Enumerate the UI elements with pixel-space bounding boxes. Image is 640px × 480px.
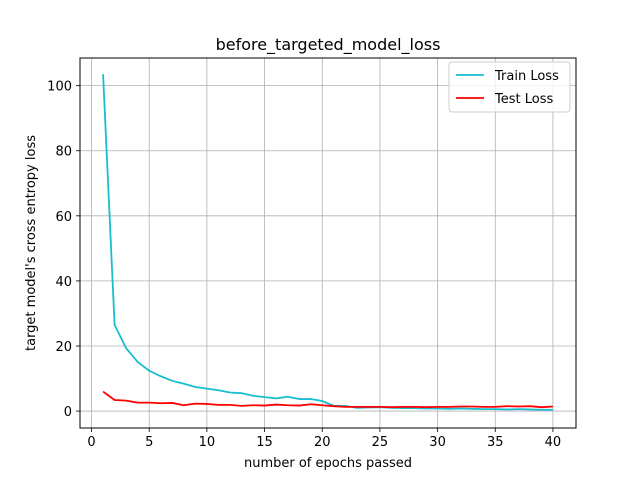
x-tick-label: 10 (199, 435, 216, 450)
y-tick-label: 60 (55, 210, 72, 225)
series-layer (102, 74, 553, 411)
x-tick-label: 15 (256, 435, 273, 450)
x-tick-label: 25 (372, 435, 389, 450)
y-tick-label: 20 (55, 340, 72, 355)
series-line-test-loss (102, 390, 553, 409)
plot-area (80, 58, 576, 428)
x-tick-label: 5 (145, 435, 153, 450)
y-tick-label: 0 (64, 405, 72, 420)
series-line-train-loss (102, 74, 553, 411)
ticks: 0 5 10 15 20 25 30 35 40 0 20 40 60 80 100 (47, 80, 561, 450)
legend: Train Loss Test Loss (448, 61, 571, 113)
y-tick-label: 80 (55, 145, 72, 160)
x-tick-label: 30 (429, 435, 446, 450)
x-tick-label: 35 (487, 435, 504, 450)
x-tick-label: 20 (314, 435, 331, 450)
x-tick-label: 0 (87, 435, 95, 450)
y-tick-label: 40 (55, 275, 72, 290)
y-axis-label: target model's cross entropy loss (24, 135, 39, 351)
chart-title: before_targeted_model_loss (216, 35, 441, 55)
plot-frame (79, 57, 577, 429)
x-axis-label: number of epochs passed (244, 456, 412, 471)
x-tick-label: 40 (545, 435, 562, 450)
legend-label: Train Loss (494, 69, 559, 84)
legend-label: Test Loss (494, 92, 553, 107)
grid (80, 58, 576, 428)
y-tick-label: 100 (47, 80, 72, 95)
